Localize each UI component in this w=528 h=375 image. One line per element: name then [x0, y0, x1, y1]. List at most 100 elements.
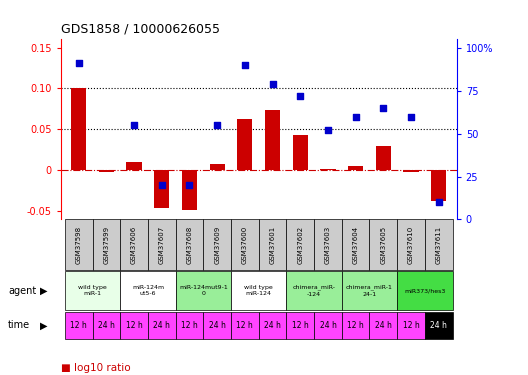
Bar — [237, 119, 252, 170]
Point — [130, 122, 138, 128]
Bar — [370, 312, 397, 339]
Bar — [376, 146, 391, 170]
Text: wild type
miR-1: wild type miR-1 — [78, 285, 107, 296]
Bar — [397, 271, 452, 310]
Bar — [203, 219, 231, 270]
Bar — [176, 219, 203, 270]
Bar — [203, 312, 231, 339]
Text: GSM37609: GSM37609 — [214, 226, 220, 264]
Text: 24 h: 24 h — [264, 321, 281, 330]
Point — [407, 114, 415, 120]
Bar — [154, 170, 169, 208]
Bar — [397, 219, 425, 270]
Bar — [231, 271, 286, 310]
Bar — [120, 271, 176, 310]
Text: 24 h: 24 h — [209, 321, 225, 330]
Text: GSM37606: GSM37606 — [131, 226, 137, 264]
Bar — [148, 219, 176, 270]
Bar — [148, 312, 176, 339]
Bar — [92, 219, 120, 270]
Text: 24 h: 24 h — [319, 321, 336, 330]
Text: time: time — [8, 320, 30, 330]
Point — [213, 122, 221, 128]
Text: GSM37608: GSM37608 — [186, 226, 193, 264]
Text: GSM37603: GSM37603 — [325, 226, 331, 264]
Text: miR373/hes3: miR373/hes3 — [404, 288, 446, 293]
Bar — [342, 271, 397, 310]
Text: GSM37600: GSM37600 — [242, 226, 248, 264]
Text: wild type
miR-124: wild type miR-124 — [244, 285, 273, 296]
Bar — [286, 271, 342, 310]
Point — [74, 60, 83, 66]
Bar — [99, 170, 114, 172]
Bar — [425, 219, 452, 270]
Text: agent: agent — [8, 286, 36, 296]
Text: GSM37602: GSM37602 — [297, 226, 303, 264]
Text: GSM37604: GSM37604 — [353, 226, 359, 264]
Text: miR-124m
ut5-6: miR-124m ut5-6 — [132, 285, 164, 296]
Bar — [127, 162, 142, 170]
Text: ■ log10 ratio: ■ log10 ratio — [61, 363, 130, 373]
Bar — [293, 135, 308, 170]
Text: GSM37605: GSM37605 — [380, 226, 386, 264]
Text: ▶: ▶ — [40, 320, 47, 330]
Text: GSM37601: GSM37601 — [270, 226, 276, 264]
Text: 24 h: 24 h — [98, 321, 115, 330]
Bar — [176, 312, 203, 339]
Text: ▶: ▶ — [40, 286, 47, 296]
Bar — [286, 219, 314, 270]
Bar — [231, 312, 259, 339]
Text: 12 h: 12 h — [403, 321, 419, 330]
Bar — [314, 219, 342, 270]
Bar — [348, 166, 363, 170]
Text: chimera_miR-1
24-1: chimera_miR-1 24-1 — [346, 285, 393, 297]
Point — [379, 105, 388, 111]
Text: GSM37607: GSM37607 — [159, 226, 165, 264]
Bar — [370, 219, 397, 270]
Bar — [431, 170, 446, 201]
Text: GSM37611: GSM37611 — [436, 226, 442, 264]
Text: chimera_miR-
-124: chimera_miR- -124 — [293, 285, 336, 297]
Point — [352, 114, 360, 120]
Bar — [403, 170, 419, 172]
Text: 12 h: 12 h — [292, 321, 309, 330]
Bar — [210, 164, 225, 170]
Text: 24 h: 24 h — [375, 321, 392, 330]
Text: 12 h: 12 h — [70, 321, 87, 330]
Point — [268, 81, 277, 87]
Bar — [120, 219, 148, 270]
Bar — [342, 312, 370, 339]
Text: 24 h: 24 h — [153, 321, 170, 330]
Bar — [176, 271, 231, 310]
Text: 24 h: 24 h — [430, 321, 447, 330]
Bar — [92, 312, 120, 339]
Text: 12 h: 12 h — [237, 321, 253, 330]
Bar — [314, 312, 342, 339]
Point — [185, 182, 194, 188]
Text: 12 h: 12 h — [347, 321, 364, 330]
Point — [435, 199, 443, 205]
Bar — [120, 312, 148, 339]
Bar — [65, 219, 92, 270]
Point — [296, 93, 305, 99]
Point — [324, 127, 332, 133]
Bar — [286, 312, 314, 339]
Bar — [231, 219, 259, 270]
Text: GSM37610: GSM37610 — [408, 226, 414, 264]
Bar — [65, 271, 120, 310]
Bar — [259, 312, 286, 339]
Point — [157, 182, 166, 188]
Text: GSM37598: GSM37598 — [76, 226, 82, 264]
Bar — [342, 219, 370, 270]
Bar — [182, 170, 197, 210]
Bar — [65, 312, 92, 339]
Text: 12 h: 12 h — [181, 321, 198, 330]
Bar — [259, 219, 286, 270]
Text: 12 h: 12 h — [126, 321, 143, 330]
Text: miR-124mut9-1
0: miR-124mut9-1 0 — [179, 285, 228, 296]
Bar — [71, 88, 87, 170]
Bar — [425, 312, 452, 339]
Text: GSM37599: GSM37599 — [103, 226, 109, 264]
Text: GDS1858 / 10000626055: GDS1858 / 10000626055 — [61, 22, 220, 36]
Bar — [265, 110, 280, 170]
